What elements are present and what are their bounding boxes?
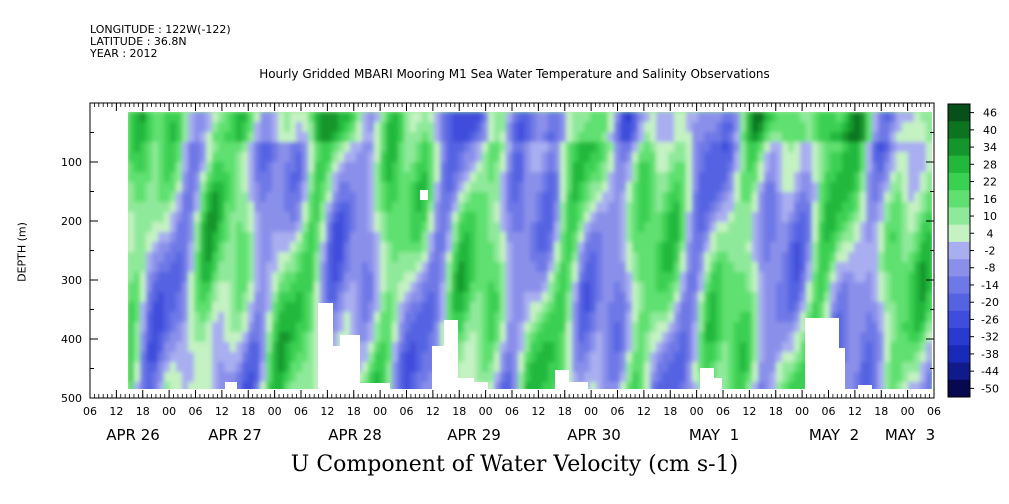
colorbar-swatch (948, 104, 970, 122)
colorbar-label: 34 (983, 141, 997, 154)
colorbar: 46 40 34 28 22 16 10 4 -2 -8 -14 -20 -26 -32 -38 -44 -50 (947, 103, 999, 398)
colorbar-swatch (948, 276, 970, 295)
x-hour-tick: 18 (558, 405, 572, 418)
colorbar-label: -44 (981, 365, 999, 378)
x-hour-tick: 00 (373, 405, 387, 418)
x-hour-tick: 12 (215, 405, 229, 418)
x-day-label: APR 26 (106, 426, 160, 444)
x-hour-tick: 12 (742, 405, 756, 418)
y-tick-label: 500 (61, 392, 82, 405)
colorbar-label: 4 (987, 227, 994, 240)
x-hour-tick: 00 (162, 405, 176, 418)
colorbar-swatch (948, 362, 970, 381)
x-hour-tick: 06 (505, 405, 519, 418)
missing-data-gaps (91, 104, 933, 398)
colorbar-swatch (948, 345, 970, 364)
x-hour-tick: 12 (637, 405, 651, 418)
x-hour-tick: 12 (109, 405, 123, 418)
x-hour-tick: 12 (426, 405, 440, 418)
x-day-label: APR 28 (328, 426, 382, 444)
colorbar-label: -14 (981, 279, 999, 292)
longitude-label: LONGITUDE : 122W(-122) (90, 23, 231, 36)
colorbar-label: -20 (981, 296, 999, 309)
colorbar-label: -26 (981, 313, 999, 326)
colorbar-label: -2 (985, 245, 996, 258)
x-day-label: APR 27 (208, 426, 262, 444)
year-label: YEAR : 2012 (90, 47, 158, 60)
x-day-label: MAY 3 (885, 426, 935, 444)
colorbar-swatch (948, 172, 970, 191)
x-hour-tick: 18 (136, 405, 150, 418)
colorbar-label: -8 (985, 262, 996, 275)
x-hour-tick: 06 (927, 405, 941, 418)
x-hour-tick: 06 (83, 405, 97, 418)
x-hour-tick: 06 (294, 405, 308, 418)
x-hour-tick: 12 (848, 405, 862, 418)
colorbar-swatch (948, 328, 970, 346)
x-hour-tick: 00 (268, 405, 282, 418)
x-hour-tick: 06 (716, 405, 730, 418)
colorbar-swatch (948, 310, 970, 329)
y-tick-label: 400 (61, 333, 82, 346)
x-hour-tick: 00 (584, 405, 598, 418)
velocity-field (128, 112, 932, 389)
colorbar-swatch (948, 259, 970, 277)
x-hour-tick: 06 (400, 405, 414, 418)
colorbar-label: 46 (983, 107, 997, 120)
colorbar-label: 40 (983, 124, 997, 137)
x-hour-tick: 18 (452, 405, 466, 418)
y-tick-label: 300 (61, 274, 82, 287)
colorbar-label: -50 (981, 382, 999, 395)
x-day-label: MAY 1 (689, 426, 739, 444)
colorbar-swatch (948, 293, 970, 312)
latitude-label: LATITUDE : 36.8N (90, 35, 187, 48)
colorbar-label: 16 (983, 193, 997, 206)
colorbar-label: 10 (983, 210, 997, 223)
colorbar-label: 22 (983, 176, 997, 189)
colorbar-label: 28 (983, 158, 997, 171)
x-hour-tick: 06 (822, 405, 836, 418)
x-hour-tick: 12 (531, 405, 545, 418)
x-hour-tick: 00 (795, 405, 809, 418)
colorbar-swatch (948, 207, 970, 226)
colorbar-swatch (948, 190, 970, 208)
chart-title: Hourly Gridded MBARI Mooring M1 Sea Wate… (259, 67, 770, 81)
x-hour-tick: 18 (663, 405, 677, 418)
colorbar-swatch (948, 379, 970, 398)
x-hour-tick: 12 (320, 405, 334, 418)
x-hour-tick: 06 (611, 405, 625, 418)
x-hour-tick: 18 (347, 405, 361, 418)
x-hour-tick: 00 (690, 405, 704, 418)
x-hour-tick: 18 (241, 405, 255, 418)
x-axis-title: U Component of Water Velocity (cm s-1) (290, 452, 739, 477)
colorbar-swatch (948, 241, 970, 260)
y-tick-label: 100 (61, 156, 82, 169)
colorbar-label: -38 (981, 348, 999, 361)
x-hour-tick: 00 (901, 405, 915, 418)
colorbar-swatch (948, 155, 970, 174)
metadata-block: LONGITUDE : 122W(-122) LATITUDE : 36.8N … (90, 24, 231, 60)
x-hour-tick: 00 (479, 405, 493, 418)
colorbar-swatch (948, 121, 970, 139)
x-day-label: APR 29 (447, 426, 501, 444)
x-hour-tick: 06 (189, 405, 203, 418)
colorbar-swatch (948, 138, 970, 157)
x-hour-tick: 18 (769, 405, 783, 418)
colorbar-label: -32 (981, 331, 999, 344)
x-day-label: MAY 2 (809, 426, 859, 444)
x-hour-tick: 18 (874, 405, 888, 418)
y-tick-label: 200 (61, 215, 82, 228)
x-day-label: APR 30 (567, 426, 621, 444)
colorbar-swatch (948, 224, 970, 243)
